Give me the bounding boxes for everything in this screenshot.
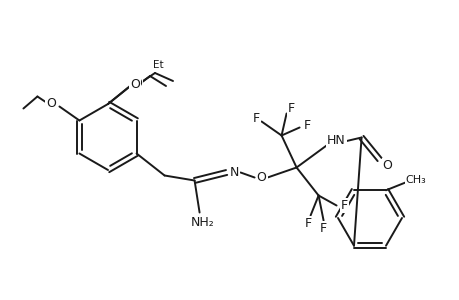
Text: O: O: [46, 97, 56, 110]
Text: F: F: [252, 112, 260, 125]
Text: F: F: [287, 102, 295, 115]
Text: O: O: [130, 77, 140, 91]
Text: N: N: [230, 166, 239, 179]
Text: NH₂: NH₂: [190, 216, 214, 229]
Text: HN: HN: [326, 134, 345, 147]
Text: F: F: [319, 222, 326, 235]
Text: F: F: [303, 119, 310, 132]
Text: O: O: [256, 171, 266, 184]
Text: CH₃: CH₃: [405, 175, 425, 185]
Text: O: O: [382, 159, 392, 172]
Text: F: F: [304, 217, 312, 230]
Text: F: F: [340, 199, 347, 212]
Text: O: O: [132, 76, 142, 89]
Text: Et: Et: [152, 60, 163, 70]
